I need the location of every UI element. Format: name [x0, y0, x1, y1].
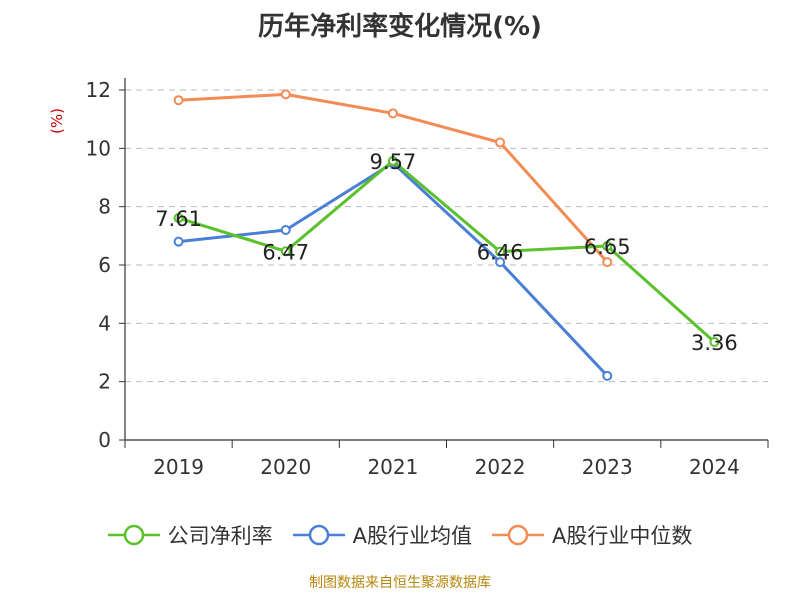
x-tick-label: 2020 — [260, 455, 311, 479]
x-tick-label: 2019 — [153, 455, 204, 479]
legend-label: A股行业均值 — [352, 524, 472, 548]
y-tick-label: 4 — [98, 311, 111, 335]
series-line — [178, 159, 716, 344]
data-point — [280, 246, 291, 257]
data-label-layer: 7.61 6.47 9.57 6.46 6.65 3.36 — [155, 150, 738, 355]
data-point — [602, 370, 613, 381]
series-layer — [173, 89, 720, 381]
x-tick-label: 2023 — [582, 455, 633, 479]
data-point — [173, 95, 184, 106]
data-point — [387, 108, 398, 119]
axis-layer: 0 2 4 6 8 10 12 2019 2020 2021 2022 2023 2024 — [86, 78, 769, 479]
data-label: 6.47 — [262, 240, 309, 264]
source-note: 制图数据来自恒生聚源数据库 — [309, 575, 491, 591]
chart-legend: 公司净利率 A股行业均值 A股行业中位数 — [0, 520, 800, 550]
legend-item[interactable]: A股行业中位数 — [492, 520, 692, 550]
legend-label: A股行业中位数 — [552, 524, 693, 548]
data-point — [173, 236, 184, 247]
data-point — [602, 241, 613, 252]
y-tick-label: 10 — [86, 136, 111, 160]
y-tick-label: 6 — [98, 253, 111, 277]
data-point — [280, 225, 291, 235]
y-tick-label: 12 — [86, 78, 111, 102]
legend-swatch-icon — [107, 524, 160, 546]
data-label: 7.61 — [155, 207, 202, 231]
data-point — [602, 257, 613, 268]
legend-item[interactable]: A股行业均值 — [292, 520, 472, 550]
data-point — [495, 137, 506, 148]
x-tick-label: 2024 — [689, 455, 740, 479]
legend-swatch-icon — [492, 524, 544, 546]
data-point — [495, 246, 506, 257]
data-point — [387, 155, 398, 166]
data-label: 9.57 — [370, 150, 417, 174]
data-label: 6.46 — [477, 241, 524, 265]
legend-label: 公司净利率 — [167, 524, 273, 548]
legend-item[interactable]: 公司净利率 — [107, 520, 273, 550]
data-point — [173, 213, 184, 224]
chart-title: 历年净利率变化情况(%) — [258, 12, 542, 42]
data-point — [280, 89, 291, 100]
y-tick-label: 0 — [98, 428, 111, 452]
x-tick-label: 2021 — [367, 455, 418, 479]
series-line — [178, 161, 609, 377]
data-point — [495, 257, 506, 268]
data-point — [709, 337, 720, 347]
data-label: 6.65 — [584, 235, 631, 259]
y-tick-label: 8 — [98, 195, 111, 219]
x-tick-label: 2022 — [475, 455, 526, 479]
y-tick-label: 2 — [98, 370, 111, 394]
data-label: 3.36 — [691, 331, 738, 355]
legend-swatch-icon — [292, 524, 345, 546]
